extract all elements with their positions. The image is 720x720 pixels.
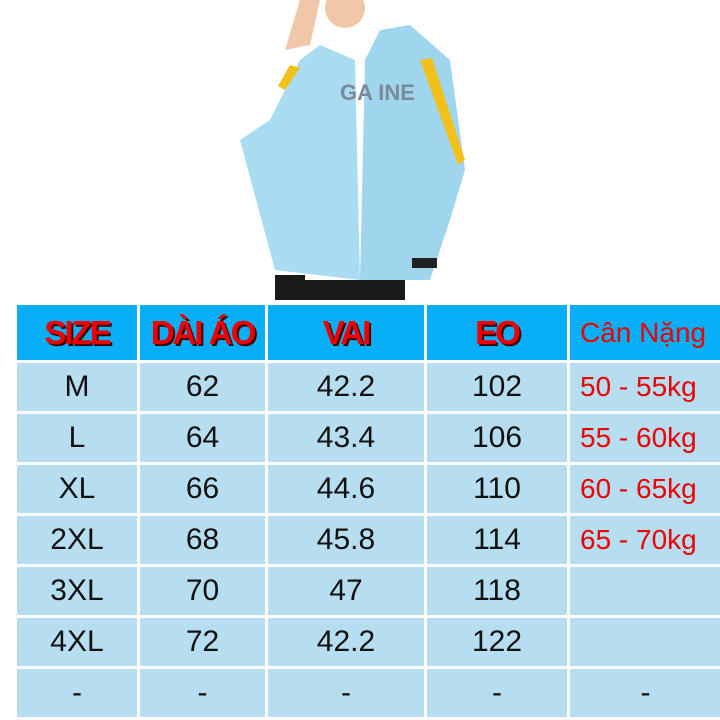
cell-length: 62: [140, 363, 265, 411]
cell-weight: 65 - 70kg: [570, 516, 720, 564]
cell-length: 66: [140, 465, 265, 513]
table-header-row: SIZE DÀI ÁO VAI EO Cân Nặng: [17, 305, 720, 360]
cell-length: 64: [140, 414, 265, 462]
cell-shoulder: -: [268, 669, 424, 717]
cell-size: XL: [17, 465, 137, 513]
cell-weight: -: [570, 669, 720, 717]
cell-shoulder: 44.6: [268, 465, 424, 513]
table-row: 2XL 68 45.8 114 65 - 70kg: [17, 516, 720, 564]
header-waist: EO: [427, 305, 567, 360]
cell-size: 4XL: [17, 618, 137, 666]
cell-waist: 110: [427, 465, 567, 513]
table-row: M 62 42.2 102 50 - 55kg: [17, 363, 720, 411]
header-weight: Cân Nặng: [570, 305, 720, 360]
cell-size: 2XL: [17, 516, 137, 564]
cell-waist: 118: [427, 567, 567, 615]
table-row: 4XL 72 42.2 122: [17, 618, 720, 666]
table-row: L 64 43.4 106 55 - 60kg: [17, 414, 720, 462]
cell-size: M: [17, 363, 137, 411]
table-row: XL 66 44.6 110 60 - 65kg: [17, 465, 720, 513]
cell-weight: 55 - 60kg: [570, 414, 720, 462]
header-size: SIZE: [17, 305, 137, 360]
table-row: -----: [17, 669, 720, 717]
cell-weight: 50 - 55kg: [570, 363, 720, 411]
cell-weight: [570, 618, 720, 666]
cell-length: 72: [140, 618, 265, 666]
cell-size: -: [17, 669, 137, 717]
svg-text:GA INE: GA INE: [340, 80, 415, 105]
cell-shoulder: 43.4: [268, 414, 424, 462]
cell-length: 68: [140, 516, 265, 564]
cell-waist: 106: [427, 414, 567, 462]
header-length: DÀI ÁO: [140, 305, 265, 360]
cell-waist: -: [427, 669, 567, 717]
cell-size: 3XL: [17, 567, 137, 615]
cell-size: L: [17, 414, 137, 462]
header-shoulder: VAI: [268, 305, 424, 360]
table-row: 3XL 70 47 118: [17, 567, 720, 615]
cell-shoulder: 47: [268, 567, 424, 615]
cell-shoulder: 45.8: [268, 516, 424, 564]
cell-shoulder: 42.2: [268, 618, 424, 666]
size-chart-table: SIZE DÀI ÁO VAI EO Cân Nặng M 62 42.2 102 50…: [17, 305, 720, 720]
cell-waist: 114: [427, 516, 567, 564]
cell-weight: [570, 567, 720, 615]
cell-waist: 102: [427, 363, 567, 411]
cell-length: 70: [140, 567, 265, 615]
cell-weight: 60 - 65kg: [570, 465, 720, 513]
cell-waist: 122: [427, 618, 567, 666]
cell-length: -: [140, 669, 265, 717]
cell-shoulder: 42.2: [268, 363, 424, 411]
product-photo: GA INE: [240, 0, 465, 300]
